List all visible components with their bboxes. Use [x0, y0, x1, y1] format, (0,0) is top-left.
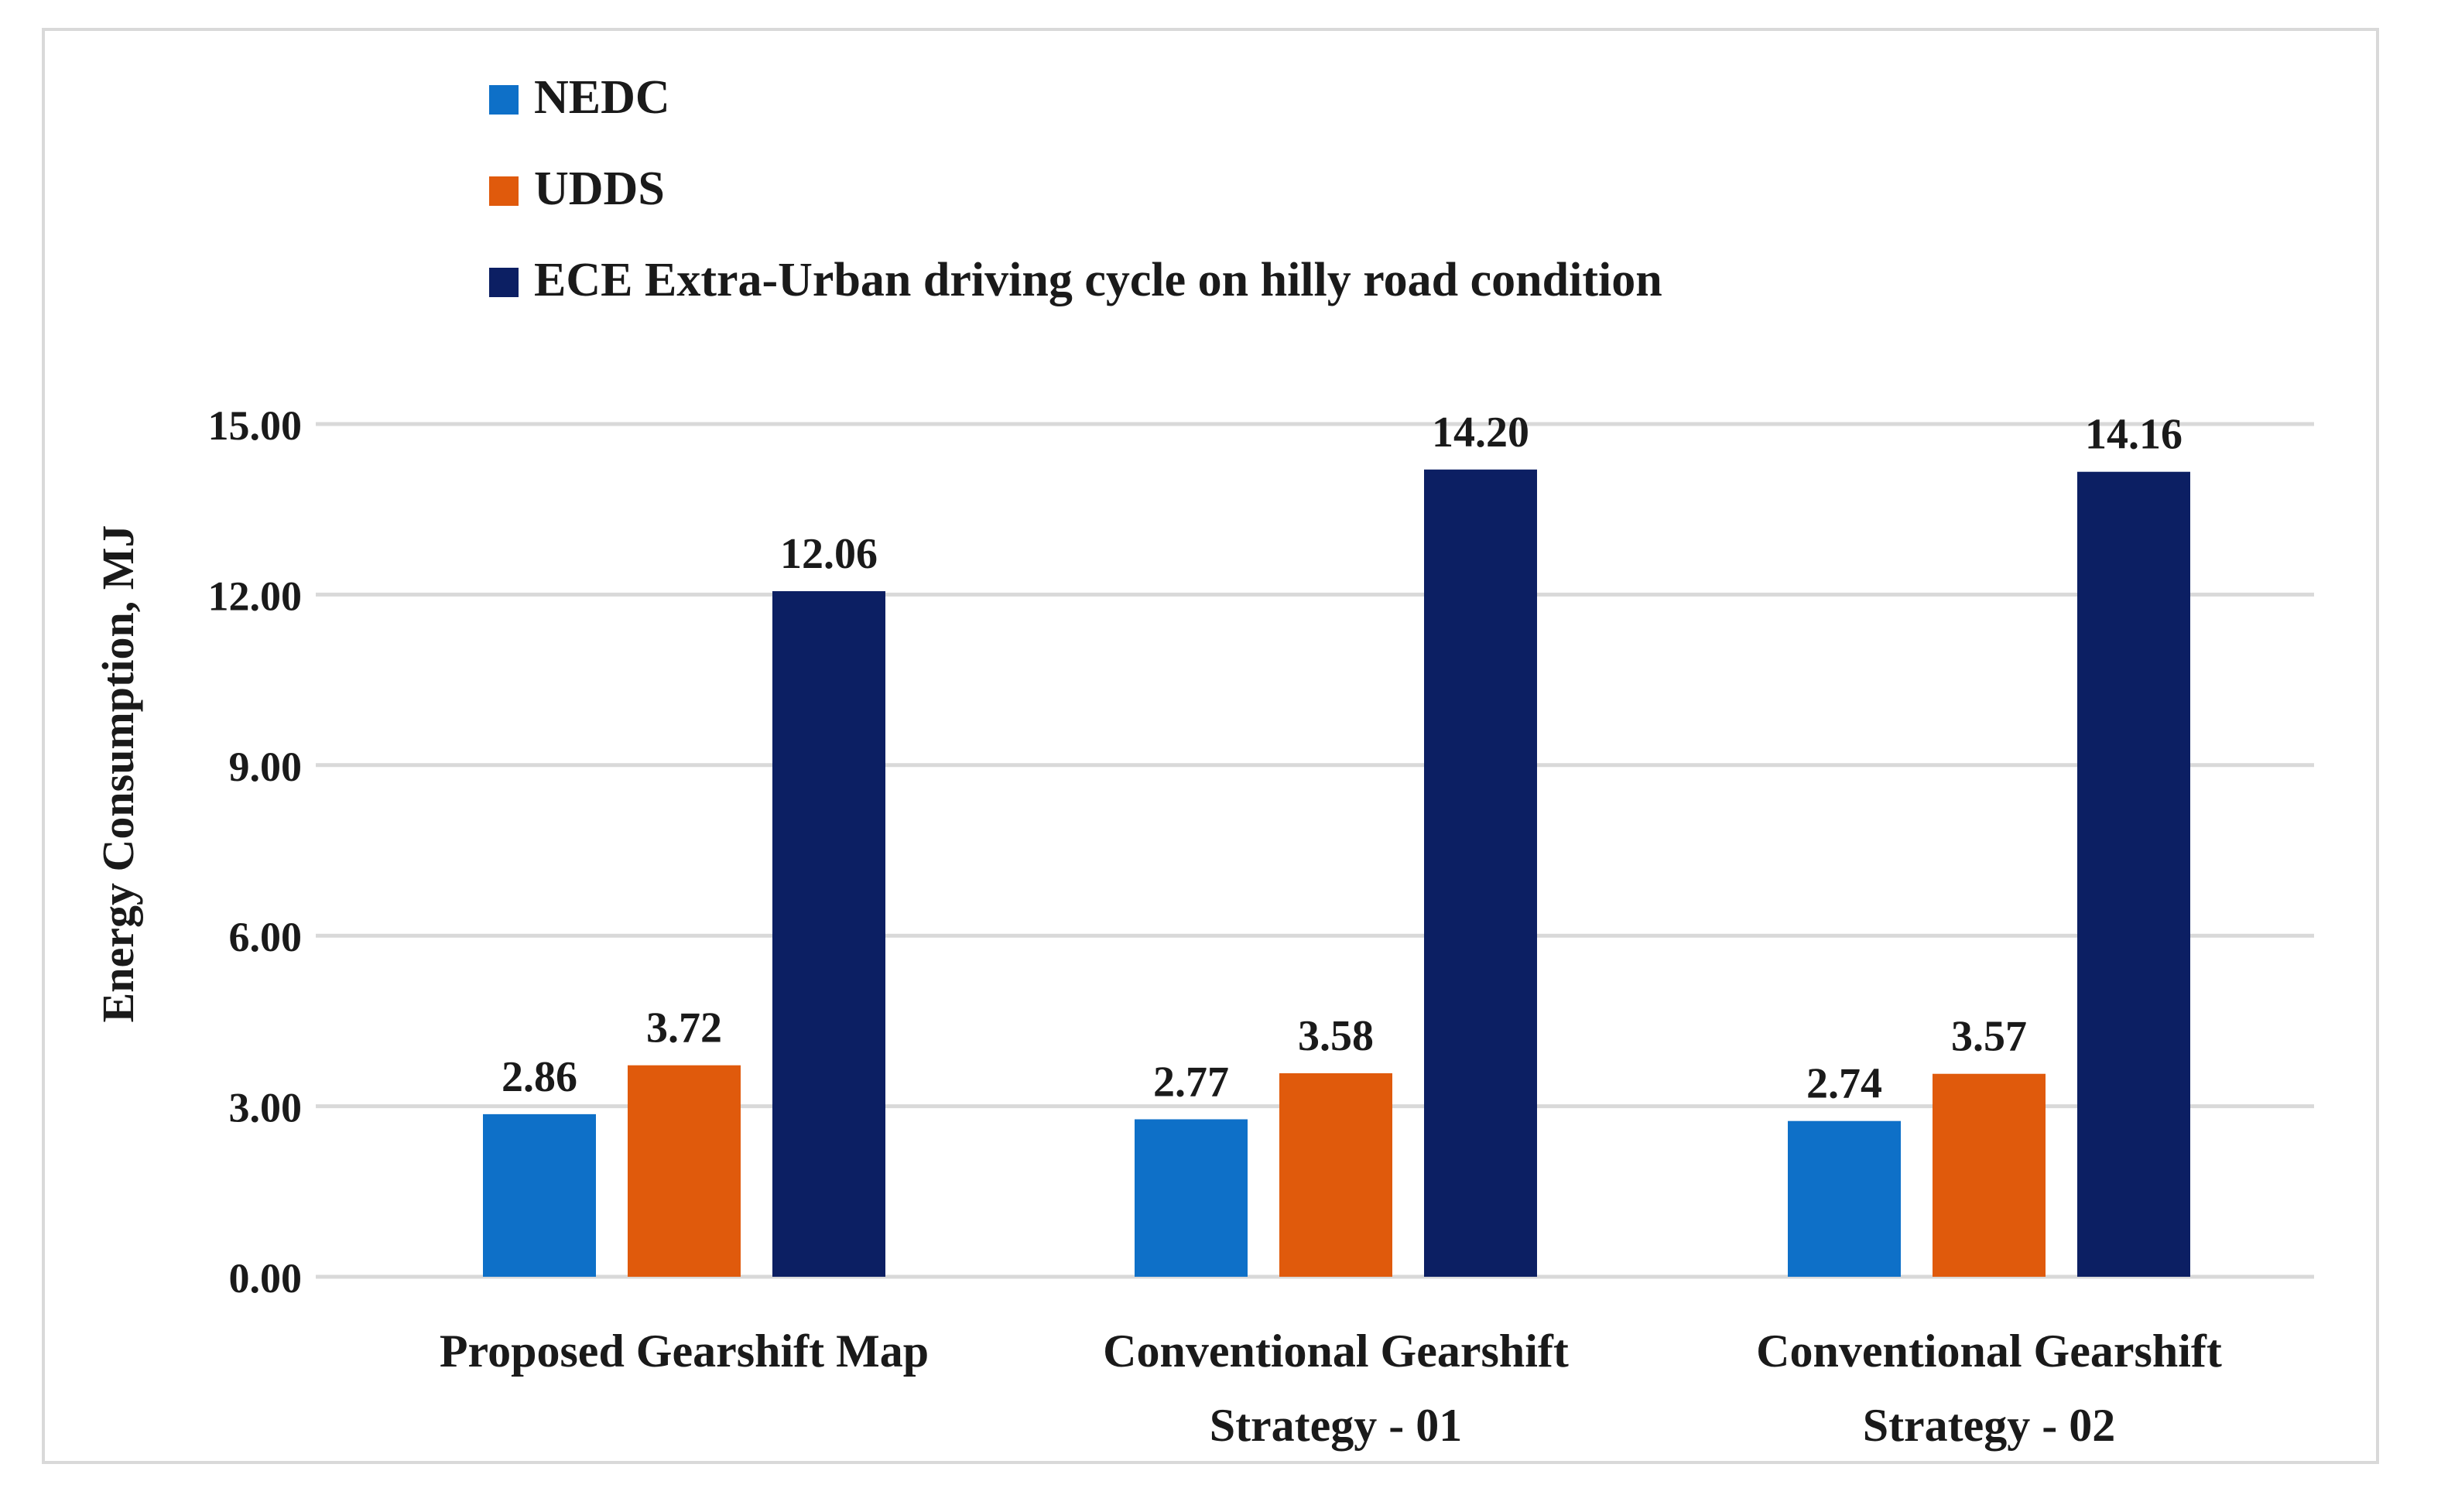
- data-label: 3.72: [646, 1004, 722, 1052]
- x-category-label: Strategy - 02: [1863, 1400, 2116, 1451]
- y-axis-label: Energy Consumption, MJ: [93, 525, 143, 1023]
- legend-label: ECE Extra-Urban driving cycle on hilly r…: [534, 254, 1662, 306]
- legend-label: NEDC: [534, 71, 670, 124]
- data-labels: 2.86 2.77 2.74 3.72 3.58 3.57 12.06 14.20 14.16: [502, 409, 2183, 1108]
- data-label: 12.06: [780, 530, 878, 578]
- y-tick-label: 12.00: [208, 573, 303, 619]
- y-tick-label: 6.00: [229, 914, 303, 960]
- data-label: 14.16: [2085, 411, 2183, 459]
- legend-label: UDDS: [534, 162, 665, 215]
- bar-nedc-1: [483, 1113, 596, 1277]
- x-category-label: Strategy - 01: [1210, 1400, 1463, 1451]
- legend: NEDC UDDS ECE Extra-Urban driving cycle on…: [489, 71, 1662, 306]
- x-category-label: Conventional Gearshift: [1103, 1326, 1569, 1377]
- y-tick-label: 3.00: [229, 1085, 303, 1131]
- data-label: 3.58: [1298, 1012, 1374, 1060]
- legend-swatch: [489, 268, 519, 297]
- bar-udds-3: [1933, 1073, 2046, 1277]
- bars: [483, 469, 2190, 1278]
- data-label: 2.77: [1153, 1058, 1229, 1106]
- data-label: 2.86: [502, 1053, 577, 1101]
- y-axis-ticks: 0.00 3.00 6.00 9.00 12.00 15.00: [208, 402, 303, 1302]
- y-tick-label: 9.00: [229, 744, 303, 790]
- y-tick-label: 0.00: [229, 1255, 303, 1302]
- bar-ece-1: [772, 590, 885, 1277]
- bar-nedc-3: [1788, 1120, 1901, 1277]
- data-label: 2.74: [1806, 1060, 1882, 1108]
- data-label: 3.57: [1951, 1013, 2027, 1061]
- bar-udds-1: [628, 1065, 741, 1277]
- legend-swatch: [489, 85, 519, 115]
- bar-udds-2: [1279, 1072, 1392, 1277]
- bar-nedc-2: [1135, 1119, 1248, 1277]
- y-tick-label: 15.00: [208, 402, 303, 449]
- x-category-label: Proposed Gearshift Map: [440, 1326, 929, 1377]
- bar-ece-2: [1424, 469, 1537, 1277]
- legend-swatch: [489, 176, 519, 206]
- x-category-label: Conventional Gearshift: [1756, 1326, 2222, 1377]
- data-label: 14.20: [1432, 409, 1529, 457]
- x-axis-categories: Proposed Gearshift Map Conventional Gears…: [440, 1326, 2222, 1451]
- bar-ece-3: [2077, 471, 2190, 1278]
